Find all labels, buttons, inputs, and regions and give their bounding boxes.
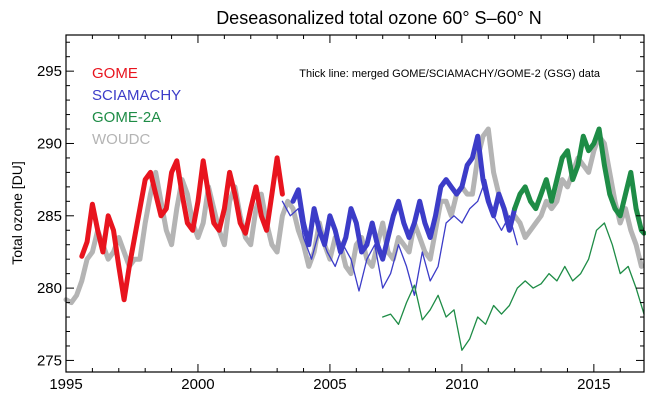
plot-frame	[65, 34, 645, 373]
series-line-sciamachy-thick	[290, 133, 518, 262]
x-tick-label: 2000	[181, 376, 214, 393]
legend-item-woudc: WOUDC	[92, 131, 150, 148]
chart-title: Deseasonalized total ozone 60° S–60° N	[216, 8, 542, 28]
chart-annotation: Thick line: merged GOME/SCIAMACHY/GOME-2…	[299, 68, 601, 80]
y-tick-label: 285	[37, 208, 62, 225]
x-tick-label: 2015	[577, 376, 610, 393]
x-tick-label: 1995	[49, 376, 82, 393]
legend-item-gome-2a: GOME-2A	[92, 109, 161, 126]
y-tick-label: 290	[37, 135, 62, 152]
series-layer	[63, 126, 646, 351]
series-line-gome-2a-thick	[512, 126, 646, 236]
y-tick-label: 275	[37, 352, 62, 369]
series-line-gome-2a-thin	[382, 222, 645, 351]
legend-item-sciamachy: SCIAMACHY	[92, 87, 181, 104]
x-tick-label: 2005	[313, 376, 346, 393]
ticks-layer: 1995 2000 2005 2010 2015 275 280 285 290 295	[37, 35, 644, 393]
y-tick-label: 295	[37, 63, 62, 80]
y-axis-label: Total ozone [DU]	[9, 161, 25, 265]
series-line-gome-thick	[79, 155, 285, 303]
x-tick-label: 2010	[445, 376, 478, 393]
series-line-woudc-thick	[63, 126, 644, 306]
y-tick-label: 280	[37, 280, 62, 297]
legend: GOME SCIAMACHY GOME-2A WOUDC	[92, 65, 181, 148]
legend-item-gome: GOME	[92, 65, 138, 82]
